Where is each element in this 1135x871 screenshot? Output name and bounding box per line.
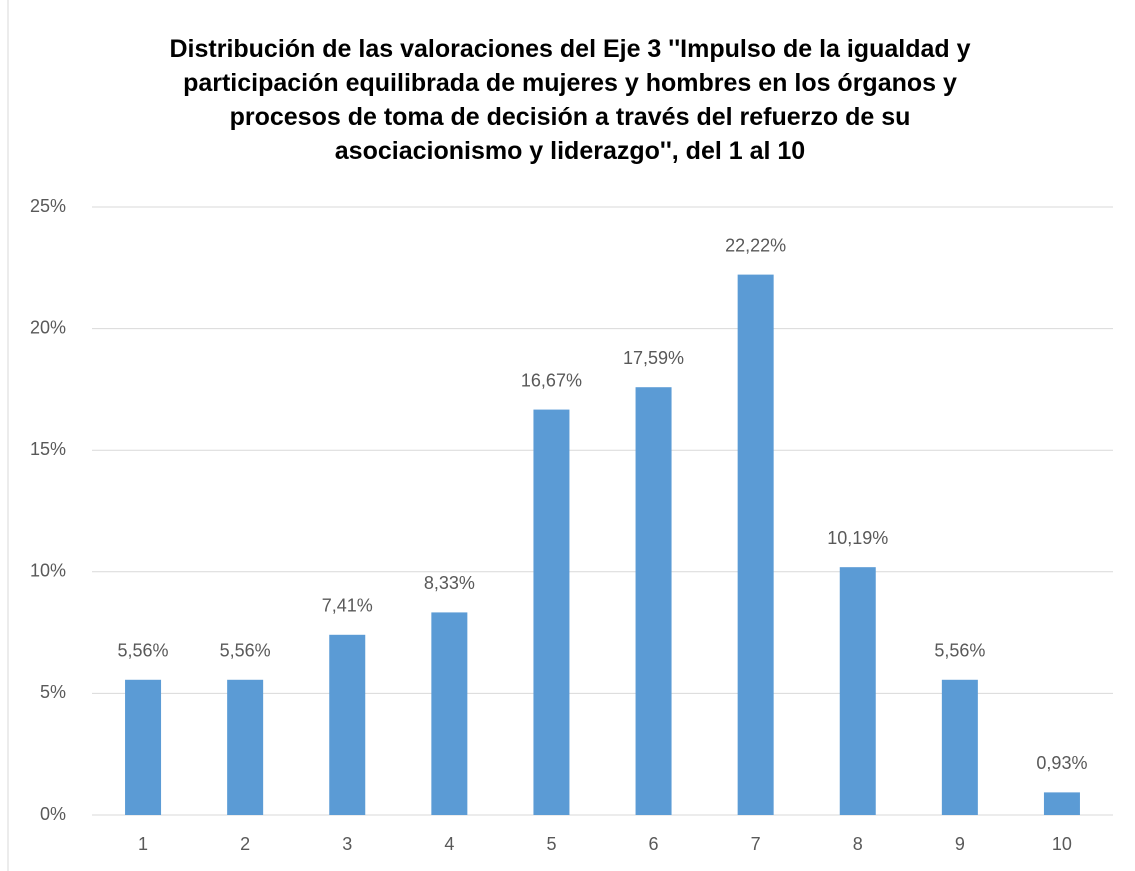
y-tick-label: 15%	[30, 439, 66, 459]
data-label: 7,41%	[322, 596, 373, 616]
bar	[737, 274, 774, 815]
y-tick-label: 10%	[30, 561, 66, 581]
x-tick-label: 6	[649, 834, 659, 854]
bar	[1043, 792, 1080, 815]
y-tick-label: 0%	[40, 804, 66, 824]
x-tick-label: 8	[853, 834, 863, 854]
x-tick-label: 1	[138, 834, 148, 854]
data-label: 17,59%	[623, 348, 684, 368]
bar	[533, 409, 570, 815]
x-tick-label: 4	[444, 834, 454, 854]
chart-title: Distribución de las valoraciones del Eje…	[169, 35, 971, 165]
bar	[329, 634, 366, 815]
y-tick-label: 5%	[40, 682, 66, 702]
bar	[941, 679, 978, 815]
y-tick-label: 25%	[30, 196, 66, 216]
x-tick-label: 10	[1052, 834, 1072, 854]
bar	[839, 567, 876, 815]
bar	[227, 679, 264, 815]
x-tick-label: 3	[342, 834, 352, 854]
data-label: 16,67%	[521, 370, 582, 390]
bar	[431, 612, 468, 815]
y-tick-label: 20%	[30, 317, 66, 337]
x-tick-label: 5	[546, 834, 556, 854]
x-tick-label: 2	[240, 834, 250, 854]
x-tick-label: 9	[955, 834, 965, 854]
data-label: 22,22%	[725, 235, 786, 255]
bar	[125, 679, 162, 815]
x-tick-label: 7	[751, 834, 761, 854]
data-label: 5,56%	[118, 641, 169, 661]
data-label: 10,19%	[827, 528, 888, 548]
data-label: 5,56%	[934, 641, 985, 661]
data-label: 8,33%	[424, 573, 475, 593]
data-label: 5,56%	[220, 641, 271, 661]
bar	[635, 387, 672, 815]
data-label: 0,93%	[1036, 753, 1087, 773]
